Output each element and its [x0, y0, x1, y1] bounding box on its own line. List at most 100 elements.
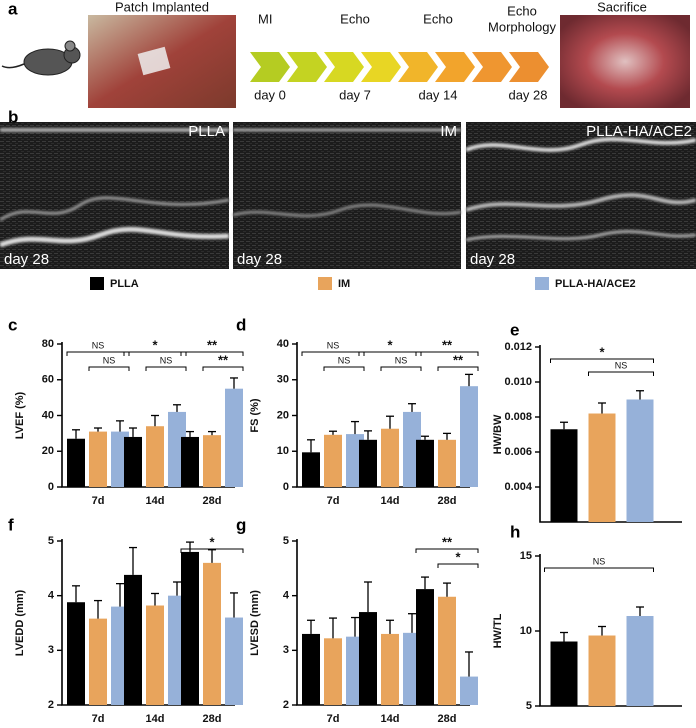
- panel-label: c: [8, 315, 17, 334]
- y-tick-label: 3: [283, 644, 289, 656]
- bar: [626, 616, 654, 706]
- sig-label: **: [207, 337, 218, 352]
- sig-label: NS: [160, 355, 173, 365]
- day-label: day 14: [418, 87, 457, 102]
- photo-label: Patch Implanted: [115, 0, 209, 14]
- panel-label: d: [236, 315, 246, 334]
- y-tick-label: 40: [42, 409, 54, 421]
- image-day: day 28: [470, 251, 515, 268]
- y-axis-label: FS (%): [249, 398, 261, 433]
- image-name: PLLA: [188, 123, 225, 140]
- sig-label: NS: [395, 355, 408, 365]
- y-tick-label: 0.012: [504, 341, 532, 353]
- image-day: day 28: [237, 251, 282, 268]
- bar: [89, 618, 107, 705]
- bar: [416, 439, 434, 487]
- sig-label: NS: [103, 355, 116, 365]
- y-axis-label: HW/TL: [492, 613, 504, 648]
- bar: [324, 434, 342, 487]
- sig-bracket: [301, 351, 365, 356]
- sig-label: NS: [327, 340, 340, 350]
- y-tick-label: 5: [526, 700, 532, 712]
- y-tick-label: 0.004: [504, 481, 532, 493]
- bar: [181, 436, 199, 487]
- y-tick-label: 20: [42, 445, 54, 457]
- sig-bracket: [588, 371, 654, 376]
- bar: [416, 589, 434, 705]
- x-tick-label: 7d: [327, 713, 340, 725]
- bar: [203, 435, 221, 487]
- panel-label: b: [8, 107, 18, 126]
- sig-label: NS: [92, 340, 105, 350]
- bar: [438, 596, 456, 705]
- panel-label: f: [8, 515, 14, 534]
- bar: [626, 399, 654, 522]
- sig-label: NS: [615, 360, 628, 370]
- bar: [225, 617, 243, 705]
- y-tick-label: 0: [48, 481, 54, 493]
- sig-label: **: [442, 534, 453, 549]
- image-day: day 28: [4, 251, 49, 268]
- x-tick-label: 7d: [92, 713, 105, 725]
- y-tick-label: 10: [277, 445, 289, 457]
- stage-label: Echo: [507, 3, 537, 18]
- stage-label: Echo: [423, 11, 453, 26]
- bar: [124, 574, 142, 705]
- sacrifice-photo: [560, 15, 690, 108]
- y-tick-label: 0: [283, 481, 289, 493]
- sig-bracket: [88, 366, 130, 371]
- bar: [359, 612, 377, 705]
- bar: [381, 428, 399, 487]
- day-label: day 7: [339, 87, 371, 102]
- bar: [302, 633, 320, 705]
- sig-bracket: [415, 351, 479, 356]
- patch: [137, 46, 171, 76]
- bar: [67, 438, 85, 487]
- sig-bracket: [123, 351, 187, 356]
- y-tick-label: 80: [42, 338, 54, 350]
- panel-label: e: [510, 320, 519, 339]
- sig-label: *: [455, 549, 461, 564]
- y-tick-label: 40: [277, 338, 289, 350]
- x-tick-label: 28d: [203, 713, 222, 725]
- x-tick-label: 7d: [92, 495, 105, 507]
- sig-label: NS: [593, 556, 606, 566]
- y-tick-label: 15: [520, 550, 532, 562]
- sig-bracket: [202, 366, 244, 371]
- sig-label: **: [453, 352, 464, 367]
- bar: [550, 429, 578, 522]
- legend-label: IM: [338, 278, 350, 290]
- image-name: IM: [440, 123, 457, 140]
- sig-bracket: [323, 366, 365, 371]
- bar: [124, 436, 142, 487]
- y-axis-label: HW/BW: [492, 414, 504, 454]
- sig-bracket: [66, 351, 130, 356]
- sig-bracket: [180, 351, 244, 356]
- bar: [324, 638, 342, 705]
- sig-label: *: [152, 337, 158, 352]
- bar: [302, 452, 320, 487]
- bar: [438, 439, 456, 487]
- timeline-chevrons: [250, 52, 549, 82]
- sig-bracket: [550, 358, 654, 363]
- y-tick-label: 2: [283, 699, 289, 711]
- stage-label: MI: [258, 11, 272, 26]
- sig-bracket: [415, 548, 479, 553]
- y-tick-label: 30: [277, 374, 289, 386]
- sig-bracket: [380, 366, 422, 371]
- bar: [203, 562, 221, 705]
- y-tick-label: 0.006: [504, 446, 532, 458]
- y-axis-label: LVEF (%): [14, 391, 26, 439]
- bar: [588, 413, 616, 522]
- x-tick-label: 28d: [438, 495, 457, 507]
- x-tick-label: 28d: [203, 495, 222, 507]
- sig-label: *: [387, 337, 393, 352]
- sig-bracket: [145, 366, 187, 371]
- bar: [146, 605, 164, 705]
- y-tick-label: 0.008: [504, 411, 532, 423]
- x-tick-label: 28d: [438, 713, 457, 725]
- image-name: PLLA-HA/ACE2: [586, 123, 692, 140]
- x-tick-label: 14d: [146, 495, 165, 507]
- y-tick-label: 0.010: [504, 376, 532, 388]
